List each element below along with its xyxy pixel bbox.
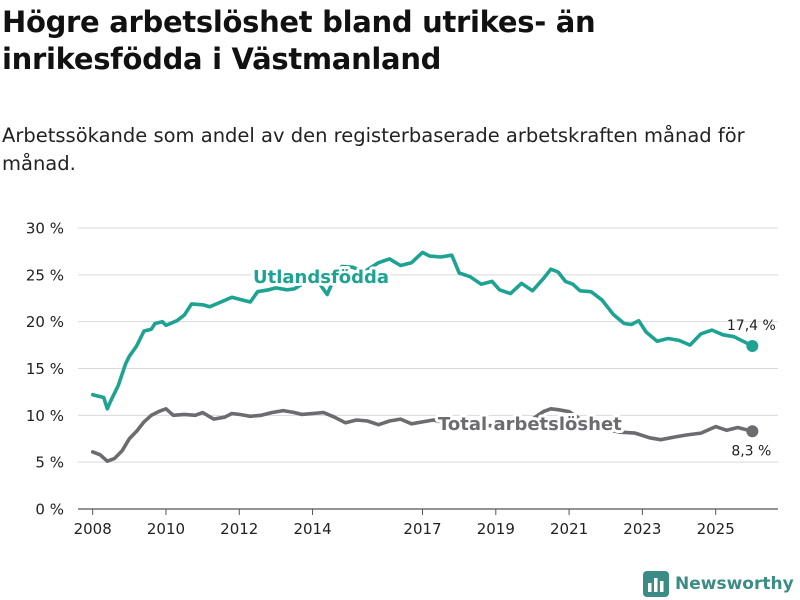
end-value-label-utlandsfodda: 17,4 % [727,318,776,334]
y-axis-tick-labels: 0 % 5 % 10 % 15 % 20 % 25 % 30 % [26,220,64,519]
y-tick-label-20: 20 % [26,313,64,331]
x-tick-label-2014: 2014 [293,520,331,538]
x-tick-label-2023: 2023 [623,520,661,538]
series-line-total-arbetsloshet [90,406,755,464]
x-tick-label-2012: 2012 [220,520,258,538]
newsworthy-bar-chart-icon [643,571,669,597]
x-tick-label-2021: 2021 [550,520,588,538]
x-axis: 2008 2010 2012 2014 2017 2019 2021 2023 2025 [74,509,735,538]
end-value-label-total-arbetsloshet: 8,3 % [731,443,771,459]
end-point-utlandsfodda [746,340,759,353]
x-tick-label-2025: 2025 [697,520,735,538]
y-tick-label-10: 10 % [26,407,64,425]
y-tick-label-0: 0 % [35,501,64,519]
y-tick-label-15: 15 % [26,360,64,378]
x-tick-label-2010: 2010 [147,520,185,538]
series-labels: 17,4 % 8,3 % Utlandsfödda Total arbetslöshe… [250,264,776,459]
series-label-utlandsfodda: Utlandsfödda [253,267,389,288]
series-lines [90,250,759,464]
newsworthy-brand-label: Newsworthy [675,574,794,594]
chart-title: Högre arbetslöshet bland utrikes- än inr… [2,5,596,76]
x-tick-label-2019: 2019 [477,520,515,538]
newsworthy-logo: Newsworthy [643,568,794,600]
end-point-total-arbetsloshet [746,425,759,438]
series-label-total-arbetsloshet: Total arbetslöshet [438,414,622,435]
chart-subtitle: Arbetssökande som andel av den registerb… [2,124,745,175]
y-tick-label-25: 25 % [26,266,64,284]
y-tick-label-5: 5 % [35,454,64,472]
y-gridlines [78,227,778,510]
y-tick-label-30: 30 % [26,220,64,238]
x-tick-label-2017: 2017 [403,520,441,538]
x-tick-label-2008: 2008 [74,520,112,538]
series-line-utlandsfodda [90,250,755,411]
